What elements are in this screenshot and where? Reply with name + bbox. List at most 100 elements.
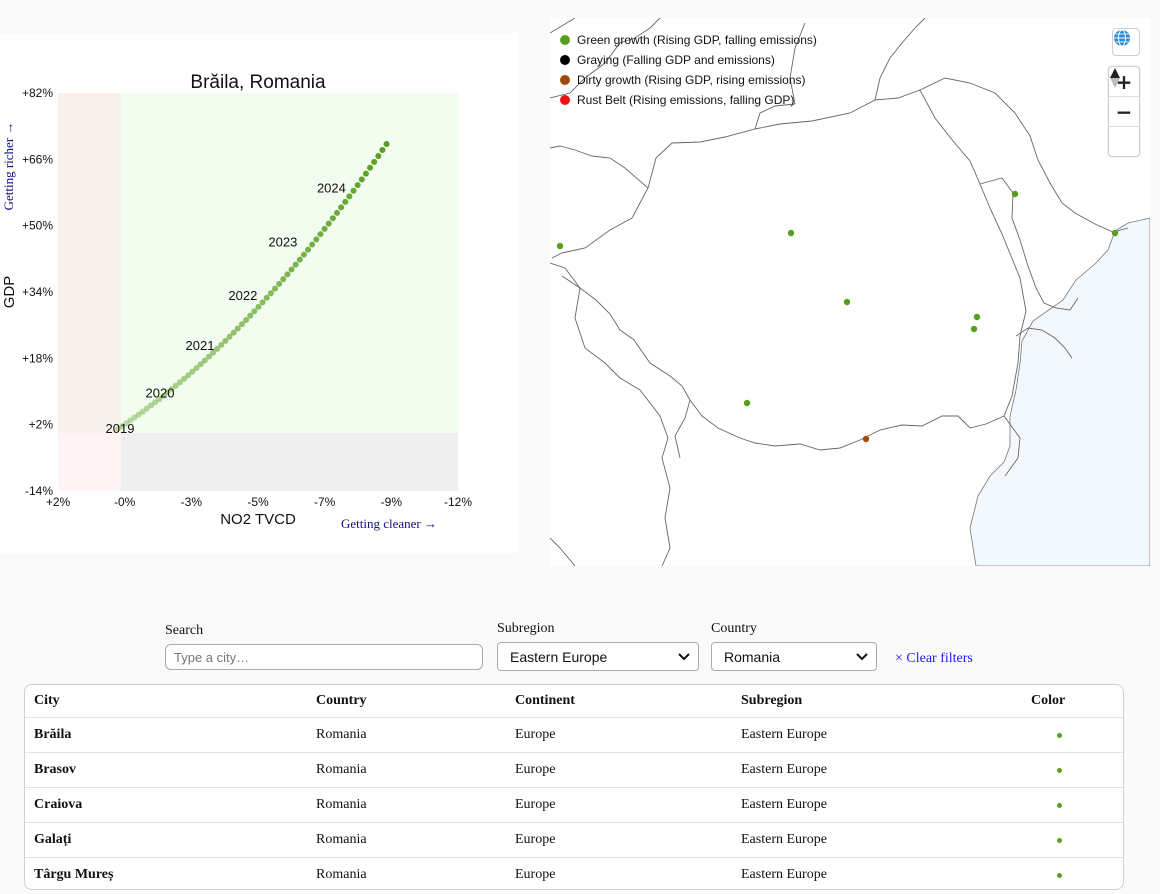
data-point — [210, 349, 217, 356]
data-point — [243, 316, 250, 323]
map-city-point[interactable] — [970, 325, 978, 333]
color-cell — [1022, 717, 1123, 753]
compass-icon — [1110, 68, 1120, 88]
subregion-select[interactable]: Eastern Europe — [497, 642, 699, 671]
map-city-point[interactable] — [1111, 229, 1119, 237]
data-point — [247, 312, 254, 319]
chevron-down-icon — [856, 652, 868, 660]
continent-cell: Europe — [506, 752, 732, 788]
y-direction-note: Getting richer → — [1, 122, 16, 211]
y-tick-label: +34% — [22, 285, 53, 299]
country-select[interactable]: Romania — [711, 642, 877, 671]
city-cell: Brasov — [25, 752, 307, 788]
data-point — [143, 405, 150, 412]
zoom-out-button[interactable]: − — [1109, 97, 1139, 127]
year-label: 2019 — [106, 421, 135, 436]
data-point — [251, 308, 258, 315]
legend-label: Dirty growth (Rising GDP, rising emissio… — [577, 73, 806, 87]
data-point — [367, 164, 374, 171]
year-label: 2023 — [268, 234, 297, 249]
search-input[interactable] — [165, 644, 483, 670]
data-point — [238, 321, 245, 328]
data-point — [234, 325, 241, 332]
year-label: 2020 — [146, 386, 175, 401]
y-tick-label: +18% — [22, 351, 53, 365]
x-tick-label: -9% — [381, 495, 403, 509]
zoom-in-button[interactable]: + — [1109, 67, 1139, 97]
map-svg[interactable] — [550, 18, 1150, 566]
data-point — [135, 411, 142, 418]
clear-filters-link[interactable]: × Clear filters — [895, 651, 973, 666]
data-point — [185, 372, 192, 379]
legend-label: Graying (Falling GDP and emissions) — [577, 53, 775, 67]
x-tick-label: -3% — [181, 495, 203, 509]
chart-svg: 2019 2020 2021 2022 2023 2024 Brăila, Romania… — [1, 72, 472, 531]
rust-belt-quadrant — [58, 432, 121, 491]
data-point — [284, 271, 291, 278]
color-dot-icon — [1057, 803, 1062, 808]
globe-button[interactable] — [1112, 28, 1140, 56]
dirty-growth-quadrant — [58, 93, 121, 433]
table-row[interactable]: Galați Romania Europe Eastern Europe — [25, 822, 1123, 858]
data-point — [123, 420, 130, 427]
data-point — [139, 408, 146, 415]
data-point — [379, 147, 386, 154]
legend-dot-icon — [560, 55, 570, 65]
column-header-city[interactable]: City — [25, 685, 307, 718]
x-tick-label: -0% — [114, 495, 136, 509]
table-row[interactable]: Târgu Mureș Romania Europe Eastern Europ… — [25, 858, 1123, 890]
country-cell: Romania — [307, 822, 506, 858]
country-label: Country — [711, 621, 757, 636]
data-point — [305, 246, 312, 253]
map-city-point[interactable] — [973, 313, 981, 321]
data-point — [127, 417, 134, 424]
continent-cell: Europe — [506, 787, 732, 823]
map-city-point[interactable] — [556, 242, 564, 250]
data-point — [197, 361, 204, 368]
data-point — [346, 193, 353, 200]
data-point — [201, 357, 208, 364]
color-cell — [1022, 752, 1123, 788]
legend-dot-icon — [560, 75, 570, 85]
data-point — [176, 379, 183, 386]
data-point — [383, 140, 390, 147]
map[interactable]: Green growth (Rising GDP, falling emissi… — [550, 18, 1150, 566]
data-point — [317, 231, 324, 238]
y-tick-label: +82% — [22, 86, 53, 100]
data-point — [172, 382, 179, 389]
data-point — [226, 333, 233, 340]
gdp-emissions-chart: 2019 2020 2021 2022 2023 2024 Brăila, Romania… — [0, 33, 518, 553]
black-sea — [969, 217, 1150, 566]
table-row[interactable]: Craiova Romania Europe Eastern Europe — [25, 787, 1123, 823]
table-row[interactable]: Brăila Romania Europe Eastern Europe — [25, 717, 1123, 753]
map-city-point[interactable] — [862, 435, 870, 443]
subregion-filter: Subregion Eastern Europe — [497, 621, 699, 671]
country-cell: Romania — [307, 752, 506, 788]
globe-icon — [1114, 29, 1130, 47]
y-tick-label: +66% — [22, 152, 53, 166]
column-header-continent[interactable]: Continent — [506, 685, 732, 718]
column-header-subregion[interactable]: Subregion — [732, 685, 1022, 718]
data-point — [193, 364, 200, 371]
map-city-point[interactable] — [787, 229, 795, 237]
map-legend: Green growth (Rising GDP, falling emissi… — [560, 30, 817, 110]
country-cell: Romania — [307, 787, 506, 823]
continent-cell: Europe — [515, 867, 556, 882]
y-tick-label: -14% — [25, 484, 53, 498]
search-label: Search — [165, 623, 204, 638]
data-point — [181, 375, 188, 382]
data-point — [263, 294, 270, 301]
data-point — [280, 276, 287, 283]
column-header-color[interactable]: Color — [1022, 685, 1123, 718]
map-city-point[interactable] — [1011, 190, 1019, 198]
map-city-point[interactable] — [843, 298, 851, 306]
data-point — [148, 402, 155, 409]
data-point — [131, 414, 138, 421]
column-header-country[interactable]: Country — [307, 685, 506, 718]
data-point — [375, 152, 382, 159]
compass-button[interactable] — [1109, 68, 1139, 156]
map-city-point[interactable] — [743, 399, 751, 407]
data-point — [350, 187, 357, 194]
country-cell: Romania — [316, 867, 367, 882]
table-row[interactable]: Brasov Romania Europe Eastern Europe — [25, 752, 1123, 788]
